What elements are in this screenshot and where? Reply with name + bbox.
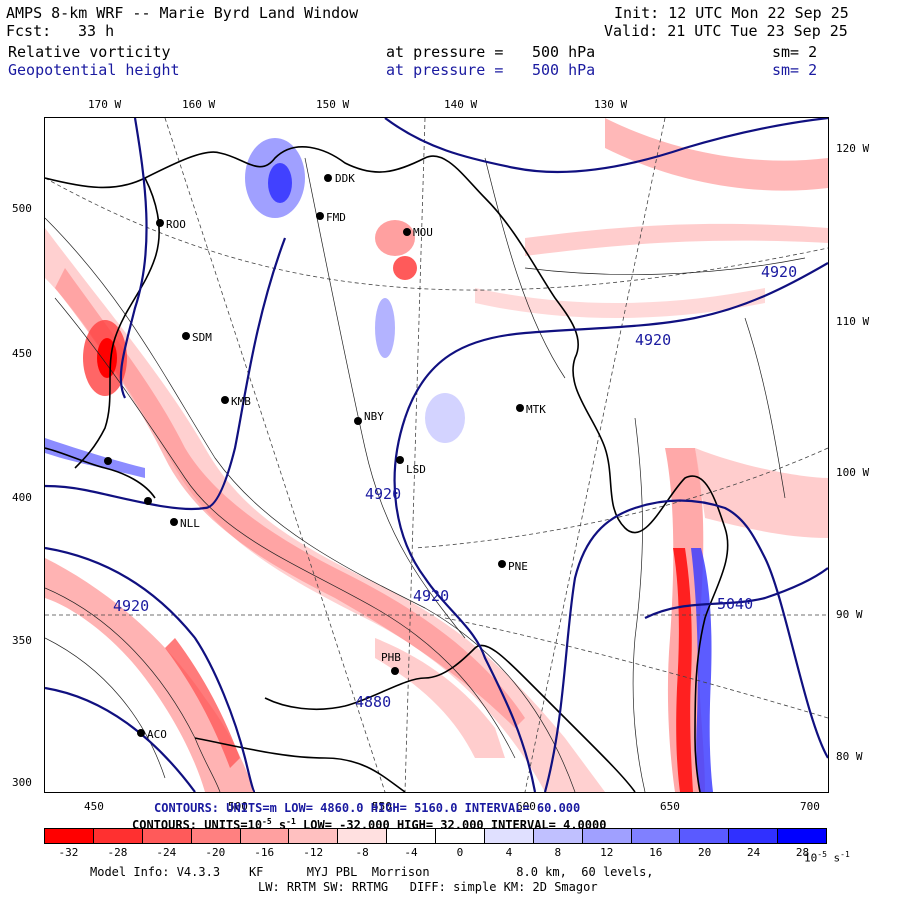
station-nll: NLL [180,517,200,530]
vorticity-shading [45,118,828,792]
station-sdm: SDM [192,331,212,344]
colorbar-tick-label: -16 [254,846,275,859]
field-1-level: 500 hPa [532,43,596,61]
height-label-4920-e: 4920 [113,597,150,615]
colorbar [44,828,827,844]
lon-top-140: 140 W [444,98,478,111]
map-graphics [45,118,828,792]
colorbar-tick-label: -28 [107,846,128,859]
x-label-500: 500 [228,800,248,813]
lon-top-170: 170 W [88,98,122,111]
height-label-5040: 5040 [717,595,754,613]
colorbar-tick-label: 24 [746,846,761,859]
graticule [45,118,828,792]
field-1-level-label: at pressure = [386,43,504,61]
colorbar-cell [141,829,191,843]
colorbar-cell [581,829,631,843]
colorbar-cell [239,829,289,843]
station-ddk: DDK [335,172,355,185]
colorbar-cell [532,829,582,843]
colorbar-cell [777,829,826,843]
colorbar-tick-label: 28 [795,846,810,859]
x-label-650: 650 [660,800,680,813]
station-kmb: KMB [231,395,251,408]
station-aco: ACO [147,728,167,741]
colorbar-cell [190,829,240,843]
colorbar-tick-label: -12 [303,846,324,859]
y-label-450: 450 [12,347,32,360]
colorbar-cell [92,829,142,843]
lon-right-120: 120 W [836,142,870,155]
lon-right-80: 80 W [836,750,863,763]
colorbar-tick-label: 16 [649,846,663,859]
colorbar-cell [728,829,778,843]
colorbar-tick-label: -20 [205,846,226,859]
field-2-smooth: sm= 2 [772,61,818,79]
colorbar-tick-label: 8 [554,846,562,859]
x-label-550: 550 [372,800,392,813]
colorbar-cell [679,829,729,843]
field-2-level: 500 hPa [532,61,596,79]
y-label-400: 400 [12,491,32,504]
station-mtk: MTK [526,403,546,416]
field-1-smooth: sm= 2 [772,43,818,61]
station-fmd: FMD [326,211,346,224]
colorbar-tick-label: -8 [355,846,369,859]
y-label-500: 500 [12,202,32,215]
height-contour-info: CONTOURS: UNITS=m LOW= 4860.0 HIGH= 5160… [154,801,581,815]
field-2-level-label: at pressure = [386,61,504,79]
forecast-hour: 33 h [78,22,115,40]
station-dots [104,174,524,737]
colorbar-cell [45,829,93,843]
lon-right-110: 110 W [836,315,870,328]
station-roo: ROO [166,218,186,231]
lon-right-100: 100 W [836,466,870,479]
x-label-450: 450 [84,800,104,813]
colorbar-tick-label: 4 [505,846,513,859]
map-panel: ROO SDM KMB NBY MTK LSD NLL PNE PHB ACO … [44,117,829,793]
x-label-700: 700 [800,800,820,813]
colorbar-cell [483,829,533,843]
colorbar-cell [288,829,338,843]
height-label-4880: 4880 [355,693,392,711]
y-label-350: 350 [12,634,32,647]
model-info-line-2: LW: RRTM SW: RRTMG DIFF: simple KM: 2D S… [258,880,598,894]
forecast-label: Fcst: [6,22,52,40]
plot-title: AMPS 8-km WRF -- Marie Byrd Land Window [6,4,359,22]
vorticity-contours [45,157,806,792]
station-nby: NBY [364,410,384,423]
height-contours [45,118,828,792]
colorbar-tick-label: -4 [404,846,418,859]
field-2-name: Geopotential height [8,61,180,79]
valid-time: Valid: 21 UTC Tue 23 Sep 25 [604,22,848,40]
station-mou: MOU [413,226,433,239]
colorbar-cell [435,829,484,843]
model-info-line-1: Model Info: V4.3.3 KF MYJ PBL Morrison 8… [90,865,654,879]
colorbar-tick-label: 12 [600,846,614,859]
colorbar-cell [386,829,435,843]
y-label-300: 300 [12,776,32,789]
field-1-name: Relative vorticity [8,43,171,61]
lon-right-90: 90 W [836,608,863,621]
x-label-600: 600 [516,800,536,813]
height-label-4920-b: 4920 [761,263,798,281]
colorbar-unit: 10-5 s-1 [804,850,850,865]
lon-top-160: 160 W [182,98,216,111]
station-lsd: LSD [406,463,426,476]
lon-top-150: 150 W [316,98,350,111]
colorbar-tick-label: 0 [456,846,464,859]
station-pne: PNE [508,560,528,573]
init-time: Init: 12 UTC Mon 22 Sep 25 [614,4,849,22]
station-phb: PHB [381,651,401,664]
height-label-4920-d: 4920 [413,587,450,605]
colorbar-tick-label: 20 [698,846,712,859]
height-label-4920-a: 4920 [635,331,672,349]
colorbar-cell [337,829,387,843]
colorbar-cell [630,829,680,843]
height-label-4920-c: 4920 [365,485,402,503]
coastline [45,146,729,792]
colorbar-tick-label: -24 [156,846,177,859]
lon-top-130: 130 W [594,98,628,111]
colorbar-tick-label: -32 [58,846,79,859]
